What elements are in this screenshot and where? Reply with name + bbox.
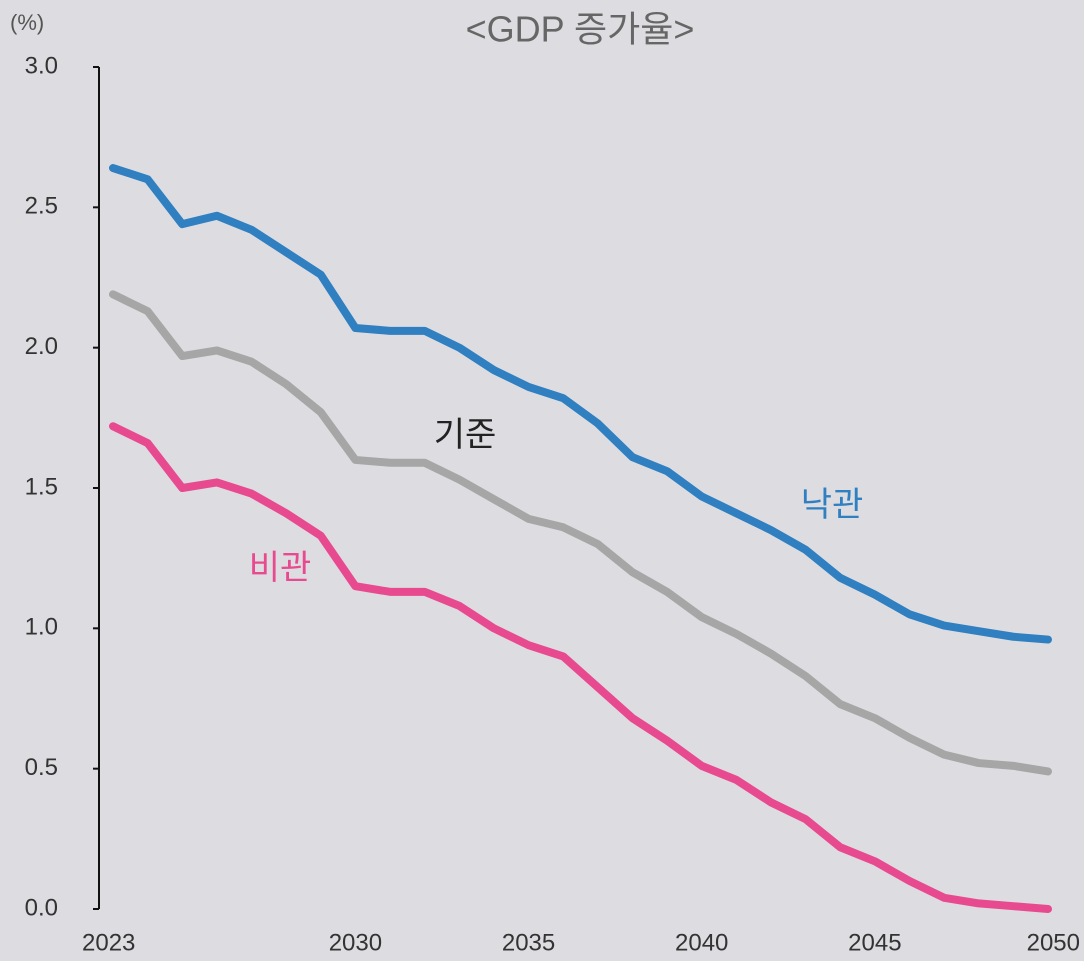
series-line (109, 290, 1052, 776)
y-tick-label: 2.5 (25, 193, 58, 220)
x-tick-label: 2023 (82, 929, 135, 956)
y-tick-label: 0.5 (25, 754, 58, 781)
chart-title: <GDP 증가율> (466, 9, 695, 50)
series-label: 비관 (249, 549, 312, 587)
y-tick-label: 1.0 (25, 614, 58, 641)
x-tick-label: 2050 (1027, 929, 1080, 956)
series-label: 기준 (434, 416, 497, 454)
y-tick-label: 1.5 (25, 473, 58, 500)
x-tick-label: 2030 (329, 929, 382, 956)
series-line (109, 164, 1052, 644)
y-tick-label: 3.0 (25, 52, 58, 79)
y-tick-label: 0.0 (25, 894, 58, 921)
y-tick-label: 2.0 (25, 333, 58, 360)
x-tick-label: 2035 (502, 929, 555, 956)
x-tick-label: 2040 (675, 929, 728, 956)
y-axis-label: (%) (10, 10, 44, 35)
x-tick-label: 2045 (848, 929, 901, 956)
series-label: 낙관 (801, 486, 864, 524)
series-line (109, 422, 1052, 913)
